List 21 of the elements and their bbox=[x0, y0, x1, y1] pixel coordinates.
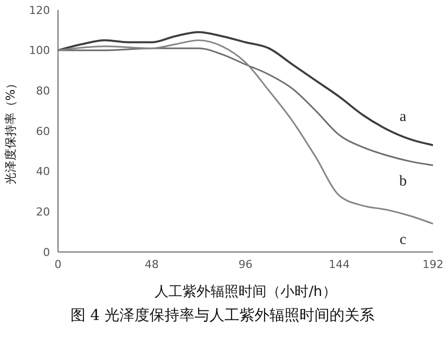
y-tick-label: 100 bbox=[29, 44, 50, 58]
y-tick-label: 120 bbox=[29, 4, 50, 17]
series-label: b bbox=[399, 173, 407, 190]
line-series bbox=[58, 48, 433, 166]
series-label: a bbox=[400, 109, 407, 126]
line-series bbox=[58, 31, 433, 146]
y-tick-label: 60 bbox=[36, 124, 50, 138]
y-axis-title: 光泽度保持率（%） bbox=[3, 77, 18, 185]
y-tick-label: 40 bbox=[36, 165, 50, 178]
x-axis-title: 人工紫外辐照时间（小时/h） bbox=[154, 284, 336, 300]
y-tick-label: 0 bbox=[43, 246, 50, 259]
y-tick-label: 80 bbox=[36, 84, 50, 98]
series-label: c bbox=[400, 232, 407, 248]
text: 图 4 光泽度保持率与人工紫外辐照时间的关系 bbox=[69, 306, 376, 325]
x-tick-label: 144 bbox=[328, 258, 350, 271]
x-tick-label: 192 bbox=[422, 258, 444, 271]
line-series bbox=[58, 39, 433, 225]
x-tick-label: 48 bbox=[144, 258, 159, 271]
y-tick-label: 20 bbox=[36, 206, 50, 219]
x-tick-label: 96 bbox=[238, 258, 252, 271]
x-tick-label: 0 bbox=[54, 258, 62, 271]
